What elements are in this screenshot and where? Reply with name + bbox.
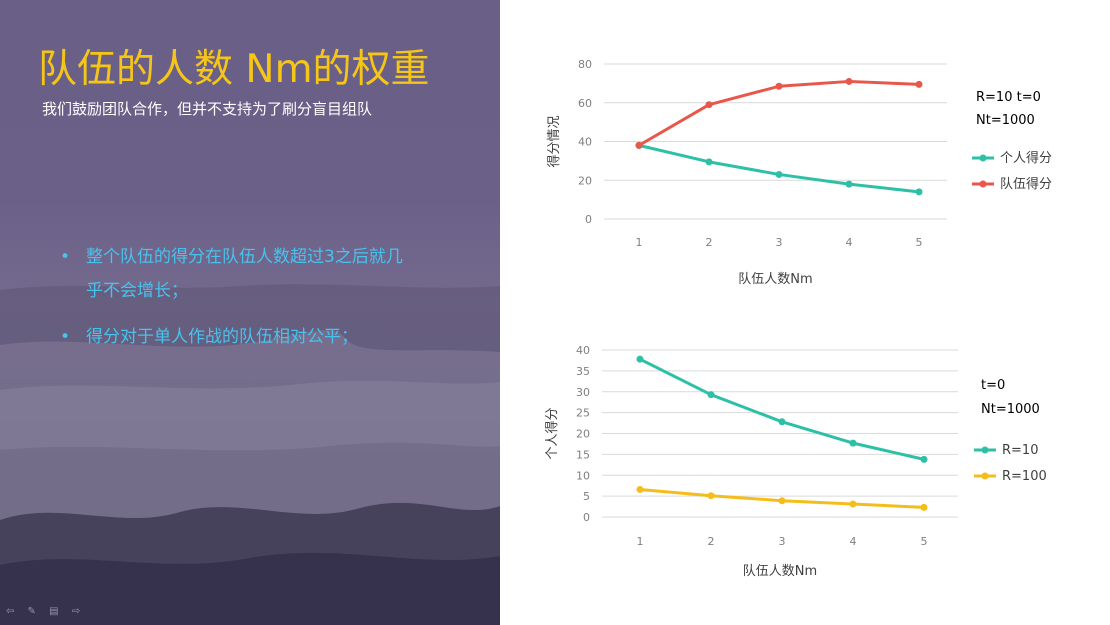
x-axis-title: 队伍人数Nm — [738, 272, 812, 287]
legend-label: 队伍得分 — [1000, 176, 1052, 192]
data-point — [707, 391, 715, 399]
x-tick-label: 4 — [846, 236, 853, 249]
y-tick-label: 30 — [576, 386, 590, 399]
x-tick-label: 5 — [921, 535, 928, 548]
data-point — [707, 492, 715, 500]
data-point — [920, 503, 928, 511]
x-tick-label: 2 — [706, 236, 713, 249]
x-tick-label: 1 — [637, 535, 644, 548]
bullet-text: 得分对于单人作战的队伍相对公平； — [86, 327, 358, 347]
x-tick-label: 2 — [708, 535, 715, 548]
y-tick-label: 40 — [576, 344, 590, 357]
data-point — [920, 455, 928, 463]
data-point — [705, 101, 713, 109]
chart-annotation: t=0 — [981, 378, 1005, 393]
data-point — [705, 158, 713, 166]
x-axis-title: 队伍人数Nm — [743, 564, 817, 579]
y-tick-label: 0 — [583, 511, 590, 524]
data-point — [915, 80, 923, 88]
chart-team-score: 0 20 40 60 80 1 2 3 4 5 队伍人数Nm 得分情况个人得分队伍得分 R=10 t=0… — [546, 58, 1052, 287]
y-axis-title: 得分情况 — [546, 115, 562, 167]
y-tick-label: 5 — [583, 490, 590, 503]
data-point — [849, 439, 857, 447]
slideshow-nav-icons[interactable]: ⇦ ✎ ▤ ⇨ — [6, 606, 86, 617]
data-point — [849, 500, 857, 508]
data-point — [778, 418, 786, 426]
series-line — [637, 79, 921, 147]
data-point — [635, 141, 643, 149]
legend-marker — [981, 446, 989, 454]
legend-marker — [979, 154, 987, 162]
y-axis-title: 个人得分 — [544, 407, 560, 459]
y-tick-label: 15 — [576, 448, 590, 461]
bullet-marker: • — [60, 327, 71, 347]
legend-marker — [979, 180, 987, 188]
chart-annotation: R=10 t=0 — [976, 90, 1041, 105]
y-tick-label: 25 — [576, 407, 590, 420]
data-point — [845, 180, 853, 188]
legend-label: R=100 — [1002, 469, 1047, 484]
chart-annotation: Nt=1000 — [976, 113, 1035, 128]
data-point — [775, 82, 783, 90]
series-line — [638, 357, 926, 461]
ocean-wave-background — [0, 284, 500, 625]
bullet-marker: • — [60, 247, 71, 267]
x-tick-label: 3 — [779, 535, 786, 548]
data-point — [778, 497, 786, 505]
slide-title: 队伍的人数 Nm的权重 — [38, 47, 430, 92]
x-tick-label: 3 — [776, 236, 783, 249]
y-tick-label: 0 — [585, 213, 592, 226]
legend-marker — [981, 472, 989, 480]
y-tick-label: 20 — [578, 174, 592, 187]
x-tick-label: 1 — [636, 236, 643, 249]
data-point — [845, 77, 853, 85]
x-tick-label: 5 — [916, 236, 923, 249]
data-point — [636, 485, 644, 493]
data-point — [915, 188, 923, 196]
left-panel: 队伍的人数 Nm的权重 我们鼓励团队合作，但并不支持为了刷分盲目组队 • 整个队… — [0, 0, 500, 625]
data-point — [636, 355, 644, 363]
legend-label: 个人得分 — [1000, 150, 1052, 166]
legend-label: R=10 — [1002, 443, 1038, 458]
y-tick-label: 10 — [576, 469, 590, 482]
chart-individual-score: 0 5 10 15 20 25 30 35 40 1 2 3 4 5 队伍人数Nm 个人得分 R=10 R=100… — [544, 344, 1047, 579]
chart-annotation: Nt=1000 — [981, 402, 1040, 417]
y-tick-label: 35 — [576, 365, 590, 378]
y-tick-label: 20 — [576, 428, 590, 441]
slide-subtitle: 我们鼓励团队合作，但并不支持为了刷分盲目组队 — [42, 100, 373, 118]
y-tick-label: 80 — [578, 58, 592, 71]
y-tick-label: 40 — [578, 136, 592, 149]
series-line — [637, 143, 921, 194]
data-point — [775, 170, 783, 178]
y-tick-label: 60 — [578, 97, 592, 110]
x-tick-label: 4 — [850, 535, 857, 548]
bullet-text: 整个队伍的得分在队伍人数超过3之后就几乎不会增长； — [86, 247, 403, 301]
